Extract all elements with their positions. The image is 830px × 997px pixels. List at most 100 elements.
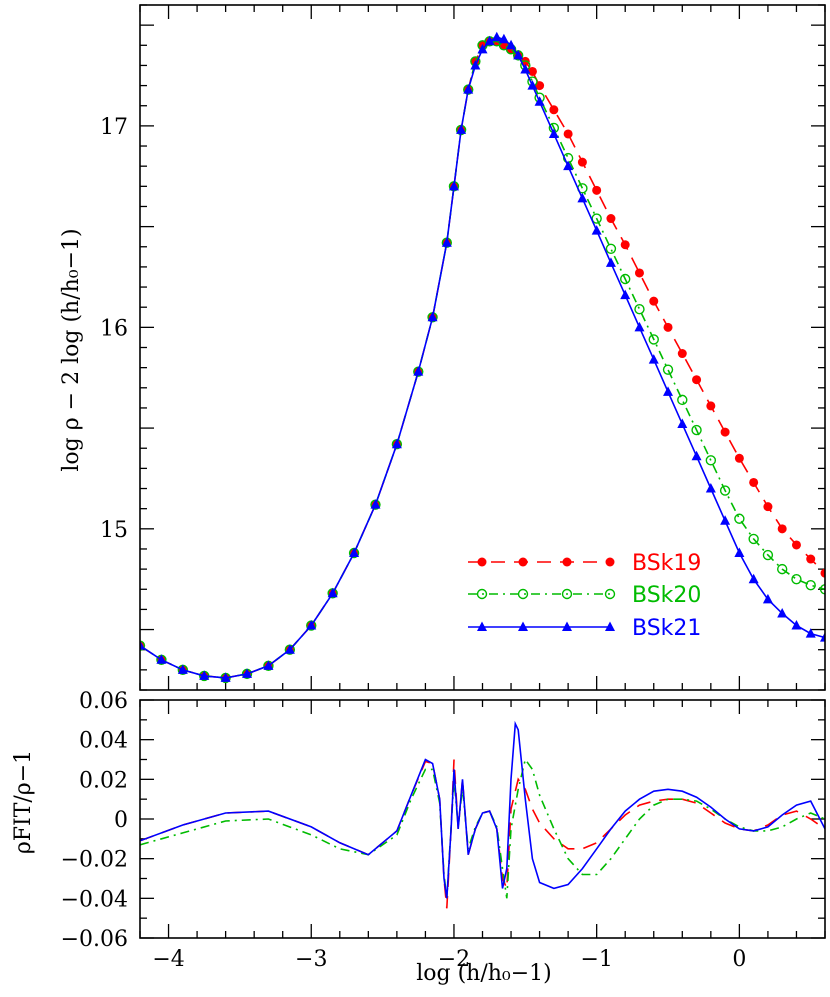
legend-marker: [562, 557, 572, 567]
data-point: [749, 477, 759, 487]
legend-marker: [477, 557, 487, 567]
top-y-axis-label: log ρ − 2 log (h/h₀−1): [59, 228, 84, 471]
data-point: [791, 620, 802, 630]
data-point: [748, 573, 759, 584]
data-point: [527, 80, 538, 90]
data-point: [370, 499, 381, 509]
data-point: [805, 628, 816, 638]
legend-marker: [561, 588, 573, 600]
x-tick-label: 0: [732, 947, 746, 972]
data-point: [648, 334, 659, 345]
data-point: [634, 321, 645, 332]
data-point: [506, 39, 517, 50]
data-point: [705, 483, 716, 493]
data-point: [820, 568, 825, 578]
series-line-bsk20: [140, 40, 825, 679]
plot-frame: [139, 699, 826, 939]
legend-marker: [604, 588, 616, 600]
legend-marker: [517, 588, 529, 600]
data-point: [605, 243, 617, 254]
series-group: [140, 31, 825, 684]
data-point: [691, 450, 702, 461]
data-point: [563, 160, 574, 171]
data-point: [470, 59, 481, 70]
data-point: [820, 632, 825, 642]
data-point: [327, 587, 338, 598]
y-tick-label: 16: [100, 316, 128, 341]
legend-label-bsk20: BSk20: [632, 583, 701, 608]
legend-marker: [477, 621, 487, 631]
data-point: [577, 192, 588, 203]
data-point: [548, 128, 559, 138]
data-point: [427, 311, 438, 322]
x-axis-label: log (h/h₀−1): [416, 961, 552, 986]
data-point: [549, 105, 559, 115]
data-point: [456, 124, 467, 134]
data-point: [605, 257, 616, 267]
data-point: [648, 354, 659, 364]
data-point: [477, 43, 488, 54]
series-line-bsk19: [140, 759, 825, 909]
y-tick-label: −0.06: [61, 927, 128, 952]
data-point: [156, 654, 167, 664]
data-point: [706, 401, 716, 411]
data-point: [177, 664, 188, 674]
legend-marker: [518, 557, 528, 567]
data-point: [534, 96, 545, 106]
data-point: [563, 129, 573, 139]
legend-marker: [562, 621, 572, 631]
data-point: [634, 268, 644, 278]
data-point: [777, 607, 788, 618]
data-point: [806, 554, 816, 564]
data-point: [663, 386, 674, 396]
data-point: [199, 670, 210, 680]
data-point: [491, 31, 502, 42]
data-point: [734, 513, 745, 524]
series-group: [140, 720, 825, 909]
data-point: [520, 63, 531, 74]
data-point: [513, 49, 524, 60]
data-point: [140, 640, 146, 651]
x-tick-label: −3: [295, 947, 327, 972]
data-point: [734, 453, 744, 463]
data-point: [220, 672, 231, 682]
data-point: [720, 515, 731, 525]
data-point: [620, 289, 631, 300]
data-point: [391, 438, 402, 449]
bottom-panel: −0.06 −0.04 −0.02 0 0.02 0.04 0.06 −4 −3 −2 −1 0: [61, 689, 826, 972]
legend-marker: [476, 588, 488, 600]
data-point: [592, 185, 602, 195]
top-panel: 15 16 17: [100, 4, 826, 691]
y-tick-label: 0.02: [79, 768, 128, 793]
data-point: [448, 180, 459, 191]
data-point: [819, 584, 825, 595]
data-point: [734, 547, 745, 557]
data-point: [705, 455, 717, 466]
x-tick-label: −4: [152, 947, 184, 972]
legend-marker: [605, 557, 615, 567]
data-point: [527, 66, 537, 76]
series-line-bsk20: [140, 757, 825, 899]
data-point: [606, 214, 616, 224]
bottom-y-axis-label: ρFIT/ρ−1: [11, 750, 36, 854]
data-point: [284, 644, 295, 654]
legend-label-bsk21: BSk21: [632, 616, 701, 641]
data-point: [663, 322, 673, 332]
data-point: [763, 502, 773, 512]
legend-marker: [518, 621, 528, 631]
data-point: [748, 533, 759, 545]
data-point: [691, 424, 702, 436]
data-point: [463, 84, 474, 94]
data-point: [413, 366, 424, 376]
data-point: [620, 273, 631, 285]
series-line-bsk21: [140, 36, 825, 679]
data-point: [677, 349, 687, 359]
data-point: [498, 33, 509, 44]
data-point: [263, 660, 274, 670]
legend: BSk19 BSk20 BSk21: [468, 551, 701, 641]
data-point: [634, 304, 645, 315]
data-point: [791, 540, 801, 550]
data-point: [719, 485, 731, 496]
data-point: [677, 418, 688, 429]
